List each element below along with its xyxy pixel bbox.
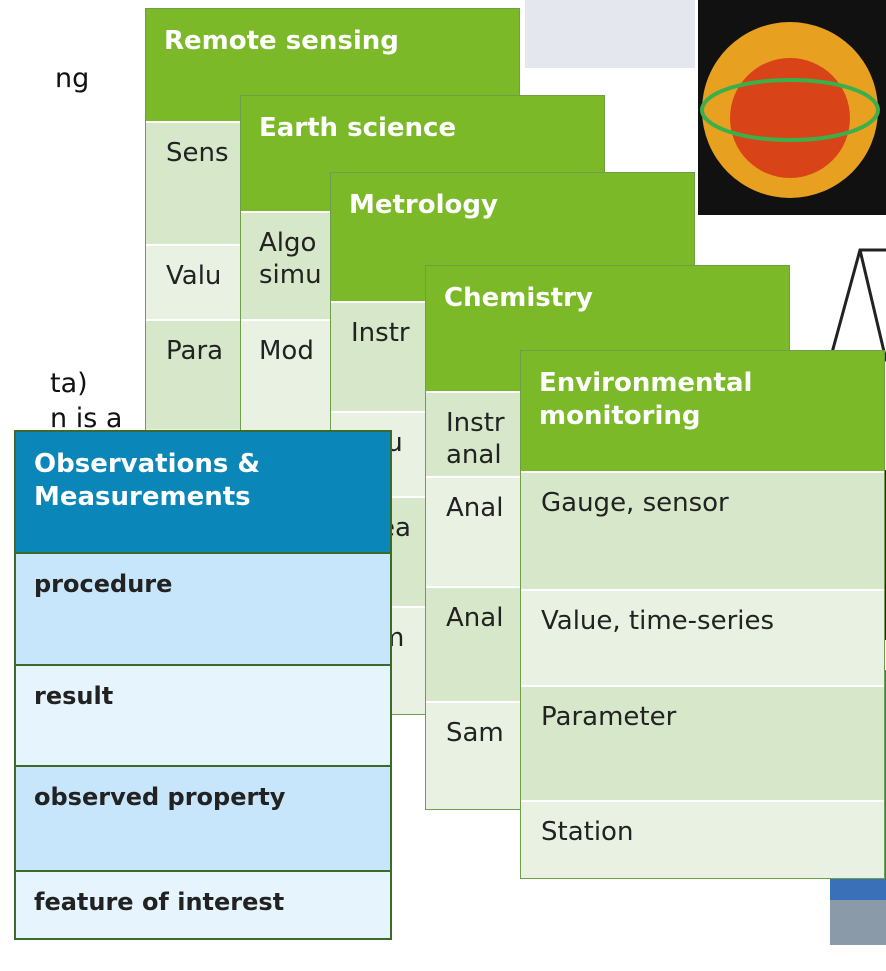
- card-row: feature of interest: [16, 870, 390, 940]
- row-text: result: [34, 680, 113, 712]
- card-row: procedure: [16, 552, 390, 664]
- row-text: Algo simu: [259, 227, 322, 291]
- row-text: Gauge, sensor: [541, 487, 729, 519]
- card-row: observed property: [16, 765, 390, 870]
- row-text: Parameter: [541, 701, 676, 733]
- row-text: Value, time-series: [541, 605, 774, 637]
- row-text: Para: [166, 335, 223, 367]
- card-row: Value, time-series: [521, 589, 884, 685]
- card-title: Observations & Measurements: [16, 432, 390, 552]
- row-text: procedure: [34, 568, 172, 600]
- row-text: Instr: [351, 317, 410, 349]
- row-text: Valu: [166, 260, 221, 292]
- panel-photo: [830, 900, 886, 945]
- card: Environmental monitoring Gauge, sensor Val…: [520, 350, 885, 879]
- background-text: ng: [55, 62, 89, 96]
- card-row: Station: [521, 800, 884, 879]
- card: Observations & Measurements procedure resu…: [14, 430, 392, 940]
- photo-fragment: [525, 0, 695, 68]
- row-text: Sam: [446, 717, 504, 749]
- row-text: Anal: [446, 492, 503, 524]
- globe-core: [730, 58, 850, 178]
- row-text: Instr anal: [446, 407, 505, 471]
- row-text: Station: [541, 816, 633, 848]
- row-text: feature of interest: [34, 886, 284, 918]
- slide: ngta)n is aRemote sensingSensValuParaEar…: [0, 0, 886, 971]
- scale-icon: [830, 250, 886, 360]
- row-text: Mod: [259, 335, 314, 367]
- card-title: Environmental monitoring: [521, 351, 884, 471]
- background-text: ta): [50, 367, 88, 401]
- card-row: Parameter: [521, 685, 884, 800]
- row-text: Anal: [446, 602, 503, 634]
- row-text: Sens: [166, 137, 229, 169]
- row-text: observed property: [34, 781, 285, 813]
- card-row: Gauge, sensor: [521, 471, 884, 589]
- card-row: result: [16, 664, 390, 765]
